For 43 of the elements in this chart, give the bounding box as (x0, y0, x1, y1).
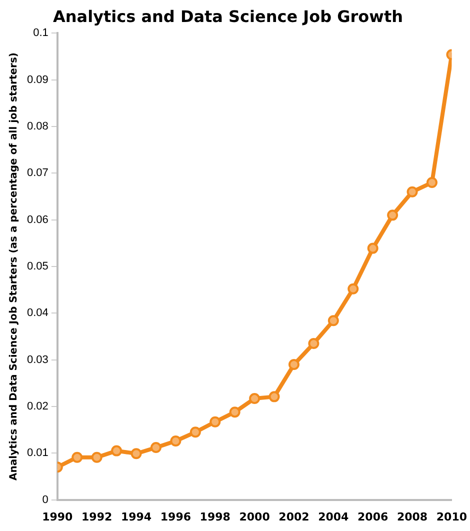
y-tick-label: 0.06 (26, 214, 48, 226)
x-tick-label: 2004 (318, 510, 350, 524)
x-tick-label: 2006 (358, 510, 388, 524)
y-tick-label: 0.08 (26, 120, 48, 133)
y-tick-label: 0.02 (26, 400, 48, 413)
x-tick-label: 1998 (200, 510, 230, 524)
point (406, 186, 418, 198)
y-tick-label: 0.09 (26, 74, 48, 86)
point (387, 210, 398, 221)
point (210, 416, 221, 428)
point (426, 177, 438, 188)
chart-title: Analytics and Data Science Job Growth (53, 6, 403, 26)
point (190, 426, 201, 438)
x-tick-label: 1996 (160, 510, 192, 524)
point (308, 338, 320, 349)
y-tick-label: 0.05 (26, 260, 48, 273)
point (348, 283, 359, 294)
point (288, 358, 300, 370)
x-tick-label: 2008 (396, 510, 428, 524)
point (268, 391, 280, 402)
y-tick-label: 0.03 (26, 354, 48, 366)
y-axis-title: Analytics and Data Science Job Starters (as a percentage of all job starters) (8, 52, 20, 480)
point (130, 448, 142, 460)
y-tick-label: 0.01 (26, 447, 48, 460)
x-tick-label: 2000 (239, 510, 270, 524)
y-tick-label: 0.07 (26, 167, 48, 180)
y-tick-label: 0.1 (33, 27, 48, 40)
y-tick-label: 0.04 (26, 307, 48, 320)
point (170, 436, 182, 447)
point (367, 242, 378, 254)
y-tick-label: 0 (42, 494, 48, 506)
x-tick-label: 2010 (436, 510, 468, 524)
point (229, 406, 240, 418)
point (72, 452, 83, 463)
x-tick-label: 2002 (278, 510, 310, 524)
x-tick-label: 1990 (42, 510, 74, 524)
point (150, 442, 162, 454)
point (249, 393, 260, 404)
point (328, 315, 339, 326)
point (91, 452, 102, 463)
x-tick-label: 1992 (82, 510, 112, 524)
x-tick-label: 1994 (120, 510, 152, 524)
point (111, 445, 122, 456)
